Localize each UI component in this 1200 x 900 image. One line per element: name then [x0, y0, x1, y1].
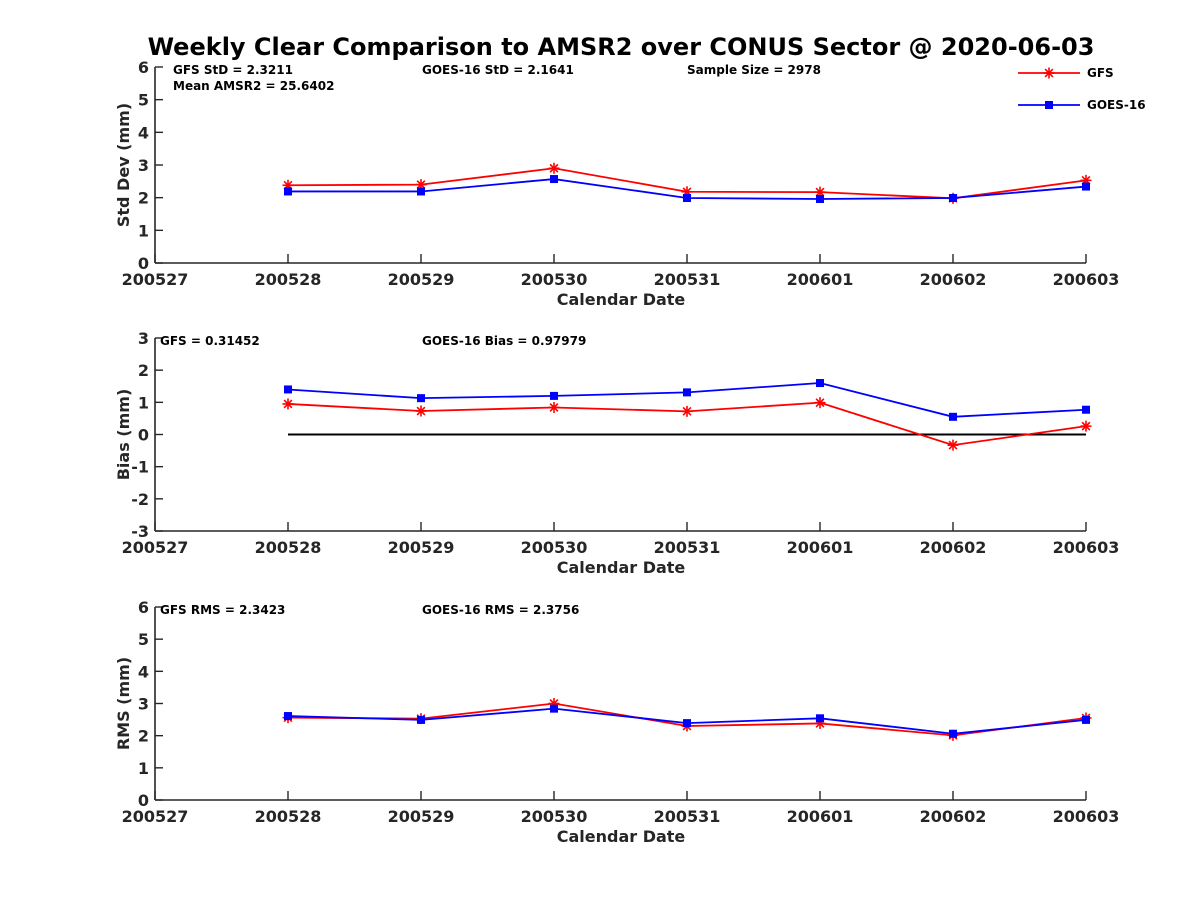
data-point-gfs — [415, 179, 427, 191]
data-point-goes-16 — [550, 704, 558, 713]
x-tick-label: 200602 — [920, 538, 987, 557]
data-point-gfs — [282, 398, 294, 410]
data-point-goes-16 — [417, 394, 425, 403]
std-dev-panel: 0 1 2 3 4 5 6 200527 200528 200529 200530 200531 200… — [114, 58, 1119, 309]
data-point-goes-16 — [683, 388, 691, 397]
data-point-gfs — [548, 401, 560, 413]
x-tick-label: 200603 — [1053, 270, 1120, 289]
y-tick-label: 5 — [138, 630, 149, 649]
x-tick-label: 200603 — [1053, 807, 1120, 826]
data-point-goes-16 — [683, 719, 691, 728]
stat-annotation: GOES-16 Bias = 0.97979 — [422, 334, 586, 348]
x-tick-label: 200602 — [920, 807, 987, 826]
stat-annotation: Sample Size = 2978 — [687, 63, 821, 77]
x-tick-label: 200529 — [388, 270, 455, 289]
y-axis-label: Std Dev (mm) — [114, 103, 133, 227]
y-axis-label: Bias (mm) — [114, 389, 133, 481]
data-point-gfs — [415, 405, 427, 417]
x-tick-label: 200530 — [521, 538, 588, 557]
y-tick-label: 0 — [138, 791, 149, 810]
x-tick-label: 200601 — [787, 807, 854, 826]
data-point-gfs — [1080, 420, 1092, 432]
bias-panel: -3 -2 -1 0 1 2 3 200527 200528 200529 200530 200531… — [114, 329, 1119, 577]
y-tick-label: 4 — [138, 123, 149, 142]
data-point-gfs — [548, 162, 560, 174]
y-tick-label: 3 — [138, 695, 149, 714]
data-point-gfs — [947, 439, 959, 451]
x-tick-label: 200531 — [654, 807, 721, 826]
x-tick-label: 200528 — [255, 538, 322, 557]
y-tick-label: 0 — [138, 254, 149, 273]
y-tick-label: 1 — [138, 393, 149, 412]
y-tick-label: -2 — [131, 490, 149, 509]
x-tick-label: 200529 — [388, 807, 455, 826]
data-point-goes-16 — [1082, 182, 1090, 191]
x-tick-label: 200530 — [521, 807, 588, 826]
data-point-goes-16 — [417, 715, 425, 724]
data-point-goes-16 — [949, 412, 957, 421]
y-tick-label: 3 — [138, 156, 149, 175]
x-tick-label: 200531 — [654, 538, 721, 557]
data-point-goes-16 — [1082, 405, 1090, 414]
legend-label: GFS — [1087, 66, 1114, 80]
data-point-goes-16 — [417, 187, 425, 196]
y-tick-label: 6 — [138, 58, 149, 77]
chart-legend: GFS GOES-16 — [1018, 66, 1146, 112]
data-point-goes-16 — [816, 714, 824, 723]
data-point-goes-16 — [816, 379, 824, 388]
x-axis-label: Calendar Date — [557, 827, 686, 846]
y-tick-label: 0 — [138, 426, 149, 445]
data-point-goes-16 — [1082, 715, 1090, 724]
x-tick-label: 200531 — [654, 270, 721, 289]
x-tick-label: 200527 — [122, 270, 189, 289]
x-tick-label: 200603 — [1053, 538, 1120, 557]
data-point-goes-16 — [284, 712, 292, 721]
y-tick-label: 2 — [138, 189, 149, 208]
data-point-goes-16 — [284, 187, 292, 196]
stat-annotation: GOES-16 RMS = 2.3756 — [422, 603, 579, 617]
legend-marker-goes-16 — [1045, 101, 1053, 109]
y-axis-label: RMS (mm) — [114, 657, 133, 750]
x-axis-label: Calendar Date — [557, 558, 686, 577]
data-point-goes-16 — [550, 175, 558, 184]
y-tick-label: 1 — [138, 759, 149, 778]
x-tick-label: 200528 — [255, 807, 322, 826]
stat-annotation: GFS RMS = 2.3423 — [160, 603, 285, 617]
y-tick-label: 1 — [138, 221, 149, 240]
data-point-goes-16 — [550, 391, 558, 400]
data-point-goes-16 — [949, 729, 957, 738]
y-tick-label: -1 — [131, 458, 149, 477]
y-tick-label: 3 — [138, 329, 149, 348]
data-point-gfs — [814, 397, 826, 409]
stat-annotation: GFS StD = 2.3211 — [173, 63, 293, 77]
y-tick-label: 4 — [138, 662, 149, 681]
y-tick-label: 5 — [138, 91, 149, 110]
x-tick-label: 200527 — [122, 538, 189, 557]
x-tick-label: 200601 — [787, 270, 854, 289]
x-tick-label: 200528 — [255, 270, 322, 289]
x-tick-label: 200602 — [920, 270, 987, 289]
x-axis-label: Calendar Date — [557, 290, 686, 309]
data-point-gfs — [681, 405, 693, 417]
y-tick-label: 6 — [138, 598, 149, 617]
x-tick-label: 200530 — [521, 270, 588, 289]
y-tick-label: 2 — [138, 361, 149, 380]
legend-marker-gfs — [1043, 67, 1055, 79]
y-tick-label: -3 — [131, 522, 149, 541]
x-tick-label: 200527 — [122, 807, 189, 826]
y-tick-label: 2 — [138, 727, 149, 746]
stat-annotation: GOES-16 StD = 2.1641 — [422, 63, 574, 77]
chart-title: Weekly Clear Comparison to AMSR2 over CO… — [148, 33, 1095, 61]
data-point-goes-16 — [683, 193, 691, 202]
data-point-goes-16 — [284, 385, 292, 394]
stat-annotation: GFS = 0.31452 — [160, 334, 260, 348]
rms-panel: 0 1 2 3 4 5 6 200527 200528 200529 200530 200531 200… — [114, 598, 1119, 846]
x-tick-label: 200529 — [388, 538, 455, 557]
data-point-goes-16 — [949, 193, 957, 202]
data-point-goes-16 — [816, 194, 824, 203]
stat-annotation: Mean AMSR2 = 25.6402 — [173, 79, 334, 93]
legend-label: GOES-16 — [1087, 98, 1146, 112]
x-tick-label: 200601 — [787, 538, 854, 557]
